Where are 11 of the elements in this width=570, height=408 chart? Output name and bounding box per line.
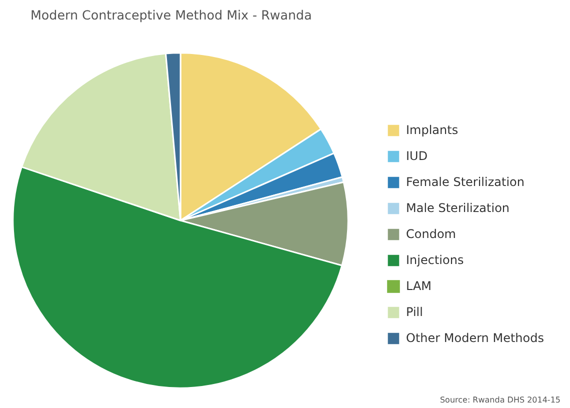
source-note: Source: Rwanda DHS 2014-15 [440, 396, 561, 404]
legend-label: Male Sterilization [406, 201, 510, 215]
legend-label: Condom [406, 227, 456, 241]
legend-label: Female Sterilization [406, 175, 524, 189]
legend-label: Injections [406, 253, 464, 267]
legend-label: Other Modern Methods [406, 331, 544, 345]
legend-label: IUD [406, 149, 428, 163]
legend-label: Pill [406, 305, 424, 319]
legend-label: LAM [406, 279, 432, 293]
chart-title: Modern Contraceptive Method Mix - Rwanda [30, 8, 312, 22]
legend-label: Implants [406, 123, 458, 137]
